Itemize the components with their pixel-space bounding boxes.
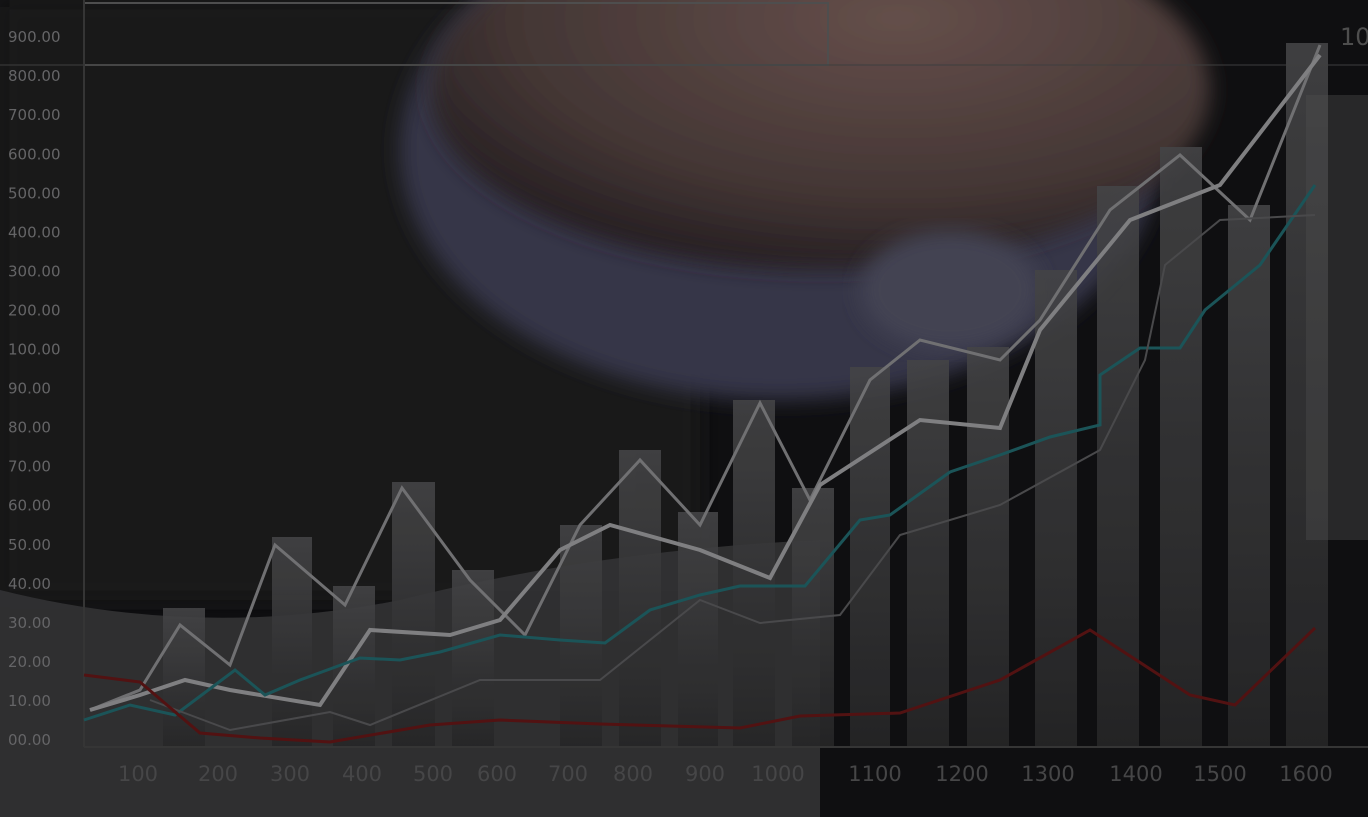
y-label: 400.00 bbox=[8, 223, 61, 241]
x-label: 400 bbox=[342, 762, 382, 786]
y-label: 200.00 bbox=[8, 301, 61, 319]
x-label: 1600 bbox=[1279, 762, 1332, 786]
x-label: 1400 bbox=[1109, 762, 1162, 786]
y-label: 20.00 bbox=[8, 653, 51, 671]
x-label: 200 bbox=[198, 762, 238, 786]
y-label: 500.00 bbox=[8, 184, 61, 202]
y-label: 00.00 bbox=[8, 731, 51, 749]
y-label: 100.00 bbox=[8, 341, 61, 359]
y-label: 700.00 bbox=[8, 106, 61, 124]
y-label: 80.00 bbox=[8, 419, 51, 437]
x-label: 900 bbox=[685, 762, 725, 786]
x-label: 800 bbox=[613, 762, 653, 786]
lines bbox=[83, 44, 1322, 744]
x-label: 1100 bbox=[848, 762, 901, 786]
x-label: 700 bbox=[548, 762, 588, 786]
x-label: 100 bbox=[118, 762, 158, 786]
x-label: 500 bbox=[413, 762, 453, 786]
y-axis-labels: 00.00 10.00 20.00 30.00 40.00 50.00 60.00 70.00… bbox=[8, 28, 61, 749]
x-label: 1000 bbox=[751, 762, 804, 786]
corner-label: 10 bbox=[1340, 23, 1368, 51]
x-label: 600 bbox=[477, 762, 517, 786]
x-label: 1200 bbox=[935, 762, 988, 786]
x-axis-labels: 100 200 300 400 500 600 700 800 900 1000 1100 1200 1… bbox=[118, 762, 1333, 786]
y-label: 900.00 bbox=[8, 28, 61, 46]
y-label: 70.00 bbox=[8, 458, 51, 476]
x-label: 1500 bbox=[1193, 762, 1246, 786]
y-label: 30.00 bbox=[8, 614, 51, 632]
hand bbox=[430, 0, 1210, 270]
y-label: 90.00 bbox=[8, 380, 51, 398]
x-label: 300 bbox=[270, 762, 310, 786]
x-label: 1300 bbox=[1021, 762, 1074, 786]
y-label: 300.00 bbox=[8, 262, 61, 280]
y-label: 10.00 bbox=[8, 692, 51, 710]
shirt bbox=[860, 230, 1040, 350]
y-label: 50.00 bbox=[8, 536, 51, 554]
y-label: 600.00 bbox=[8, 145, 61, 163]
y-label: 40.00 bbox=[8, 575, 51, 593]
panel bbox=[1306, 95, 1368, 540]
y-label: 800.00 bbox=[8, 67, 61, 85]
y-label: 60.00 bbox=[8, 497, 51, 515]
